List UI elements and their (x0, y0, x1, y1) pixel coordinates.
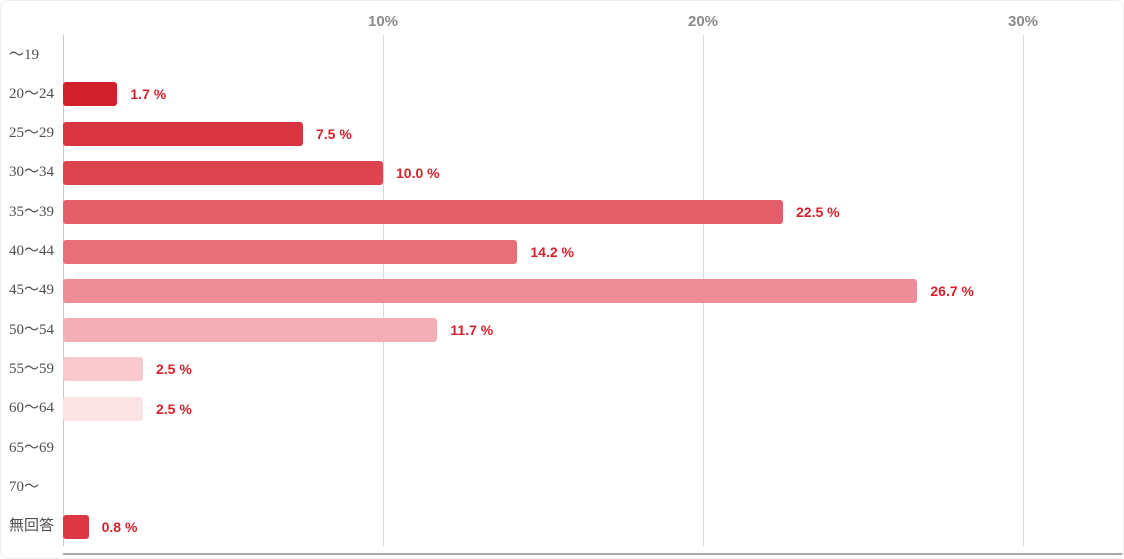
category-label: 35～39 (9, 203, 55, 220)
x-tick-label: 10% (367, 13, 399, 30)
value-label: 14.2 % (530, 243, 574, 260)
category-label: 70～ (9, 478, 40, 495)
chart-row: 25～29 7.5 % (9, 114, 1113, 154)
category-label: 65～69 (9, 439, 55, 456)
category-label: ～19 (9, 46, 40, 63)
category-label: 60～64 (9, 400, 55, 417)
category-label: 45～49 (9, 282, 55, 299)
bar (63, 278, 918, 303)
x-tick-label: 30% (1007, 13, 1039, 30)
x-axis: 10% 20% 30% (1, 1, 1123, 35)
bar (63, 82, 118, 107)
bar (63, 396, 143, 421)
category-label: 40～44 (9, 243, 55, 259)
chart-row: 60～64 2.5 % (9, 389, 1113, 429)
value-label: 2.5 % (156, 400, 192, 417)
category-label: 無回答 (9, 518, 55, 535)
category-label: 50～54 (9, 321, 55, 338)
value-label: 10.0 % (396, 164, 440, 181)
value-label: 11.7 % (450, 322, 494, 339)
category-label: 30～34 (9, 164, 55, 181)
value-label: 1.7 % (130, 86, 167, 103)
chart-row: 45～49 26.7 % (9, 271, 1113, 311)
bar (63, 357, 143, 382)
chart-row: 20～24 1.7 % (9, 74, 1113, 114)
bar (63, 239, 518, 264)
chart-row: 50～54 11.7 % (9, 310, 1113, 350)
bar (63, 318, 438, 343)
chart-row: 40～44 14.2 % (9, 232, 1113, 272)
value-label: 7.5 % (316, 125, 352, 142)
chart-row: 70～ (9, 467, 1113, 507)
value-label: 26.7 % (930, 282, 974, 299)
plot-area: ～19 20～24 1.7 % 25～29 7.5 % 30～34 10.0 % 35～39 2… (9, 35, 1113, 547)
chart-row: 35～39 22.5 % (9, 192, 1113, 232)
bar (63, 121, 303, 146)
value-label: 2.5 % (156, 361, 192, 378)
x-axis-baseline (63, 553, 1123, 555)
chart-row: 55～59 2.5 % (9, 349, 1113, 389)
category-label: 20～24 (9, 85, 55, 102)
gridline (1023, 35, 1024, 546)
chart-row: 30～34 10.0 % (9, 153, 1113, 193)
value-label: 0.8 % (101, 518, 138, 535)
chart-row: 無回答 0.8 % (9, 507, 1113, 547)
chart-row: ～19 (9, 35, 1113, 75)
value-label: 22.5 % (796, 204, 840, 221)
bar (63, 514, 89, 539)
x-tick-label: 20% (687, 13, 719, 30)
category-label: 25～29 (9, 125, 55, 142)
bar (63, 160, 383, 185)
category-label: 55～59 (9, 360, 55, 377)
bar (63, 200, 783, 225)
chart-row: 65～69 (9, 428, 1113, 468)
